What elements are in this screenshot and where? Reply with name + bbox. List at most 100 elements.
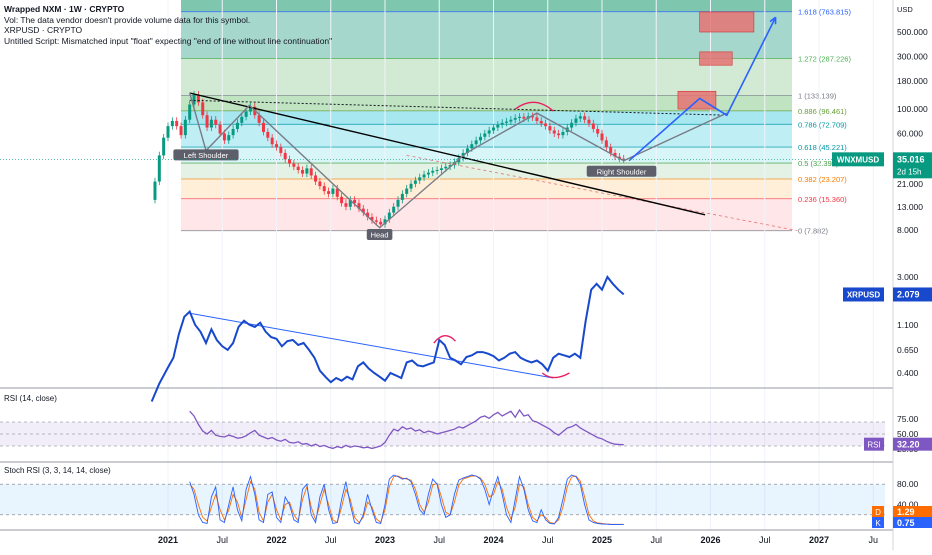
- x-tick: 2021: [158, 535, 178, 545]
- candle-body: [244, 111, 248, 117]
- candle-body: [157, 155, 161, 182]
- main-y-tick: 60.000: [897, 129, 923, 139]
- xrp-y-tick: 0.650: [897, 345, 919, 355]
- candle-body: [196, 94, 200, 103]
- x-tick: 2026: [700, 535, 720, 545]
- x-tick: Jul: [433, 535, 445, 545]
- rsi-band: [0, 422, 885, 446]
- candle-body: [474, 140, 478, 145]
- fib-label-0.618: 0.618 (45.221): [798, 143, 847, 152]
- candle-body: [600, 133, 604, 141]
- stoch-k-line: [189, 474, 624, 526]
- candle-body: [465, 148, 469, 153]
- annotation-right-shoulder: Right Shoulder: [597, 167, 647, 176]
- fib-zone-1: [181, 58, 792, 96]
- candle-body: [214, 119, 218, 125]
- x-tick: Jul: [216, 535, 228, 545]
- fib-zone-8: [181, 198, 792, 231]
- xrp-y-tick: 0.400: [897, 368, 919, 378]
- candle-body: [591, 123, 595, 129]
- candle-body: [396, 199, 400, 207]
- candle-body: [561, 131, 565, 136]
- x-tick: 2027: [809, 535, 829, 545]
- candle-body: [439, 168, 443, 171]
- projection-path: [628, 16, 777, 162]
- rsi-badge-label: RSI: [867, 441, 880, 450]
- price-axes[interactable]: USD 500.000 300.000 180.000 100.000 60.000 35.…: [0, 5, 932, 545]
- candle-body: [587, 119, 591, 124]
- candle-body: [170, 120, 174, 127]
- candle-body: [166, 126, 170, 138]
- candle-body: [309, 168, 313, 176]
- candle-body: [557, 133, 561, 136]
- candle-body: [426, 172, 430, 175]
- x-tick: 2023: [375, 535, 395, 545]
- rsi-y-tick: 50.00: [897, 429, 919, 439]
- candle-body: [522, 116, 526, 119]
- projection-arrowhead: [769, 16, 777, 25]
- rsi-value: 32.20: [897, 440, 920, 450]
- candle-body: [596, 128, 600, 134]
- candle-body: [162, 137, 166, 156]
- candle-body: [366, 212, 370, 217]
- candle-body: [470, 144, 474, 149]
- candle-body: [292, 163, 296, 167]
- fib-label-0.236: 0.236 (15.360): [798, 195, 847, 204]
- candle-body: [209, 119, 213, 128]
- candle-body: [513, 117, 517, 120]
- candle-body: [518, 116, 522, 118]
- candle-body: [544, 123, 548, 127]
- price-badge: [893, 152, 932, 179]
- candle-body: [539, 120, 543, 124]
- fib-zone-2: [181, 95, 792, 111]
- xrp-price-value: 2.079: [897, 289, 920, 299]
- fib-label-1.618: 1.618 (763.815): [798, 8, 851, 17]
- x-tick: 2022: [266, 535, 286, 545]
- candle-body: [392, 206, 396, 213]
- fib-label-0.886: 0.886 (96.461): [798, 107, 847, 116]
- candle-body: [301, 170, 305, 174]
- candle-body: [248, 106, 252, 112]
- candle-body: [218, 124, 222, 134]
- fib-zone-0: [181, 11, 792, 59]
- annotation-box-2: [586, 165, 657, 177]
- xrp-y-tick: 3.000: [897, 272, 919, 282]
- main-y-tick: 180.000: [897, 76, 928, 86]
- candle-body: [431, 170, 435, 173]
- xrp-symbol-badge: [843, 287, 884, 302]
- stoch-k-value: 0.75: [897, 518, 915, 528]
- stoch-k-value-badge: [893, 517, 932, 528]
- candle-body: [574, 118, 578, 123]
- candle-body: [275, 144, 278, 148]
- candle-body: [266, 131, 270, 138]
- stoch-rsi-pane: Stoch RSI (3, 3, 14, 14, close): [0, 466, 885, 526]
- fib-label-1.272: 1.272 (287.226): [798, 55, 851, 64]
- candle-body: [478, 136, 482, 141]
- main-y-tick: 21.000: [897, 179, 923, 189]
- legend-script-error: Untitled Script: Mismatched input "float…: [4, 35, 333, 46]
- candle-body: [578, 116, 582, 119]
- stoch-d-value: 1.29: [897, 507, 915, 517]
- x-tick: Jul: [542, 535, 554, 545]
- rsi-pane: RSI (14, close): [0, 394, 885, 450]
- candle-body: [487, 130, 491, 134]
- candle-body: [387, 212, 391, 220]
- chart-legend: Wrapped NXM · 1W · CRYPTO Vol: The data …: [4, 4, 332, 46]
- candle-body: [492, 127, 495, 131]
- legend-title[interactable]: Wrapped NXM · 1W · CRYPTO: [4, 4, 125, 14]
- candle-body: [535, 117, 539, 121]
- candle-body: [400, 193, 404, 200]
- x-tick: Ju: [868, 535, 878, 545]
- candle-body: [314, 175, 318, 182]
- stoch-k-badge: [872, 517, 884, 528]
- marker-arc-xrp-top: [433, 335, 457, 344]
- candle-body: [409, 183, 413, 189]
- x-tick: Jul: [759, 535, 771, 545]
- legend-xrp-symbol[interactable]: XRPUSD · CRYPTO: [4, 25, 83, 35]
- pattern-drawings[interactable]: Left Shoulder Head Right Shoulder: [173, 11, 798, 241]
- candle-body: [509, 119, 513, 122]
- candle-body: [335, 188, 339, 197]
- candle-body: [548, 126, 552, 131]
- head-shoulders-pattern: [189, 92, 728, 229]
